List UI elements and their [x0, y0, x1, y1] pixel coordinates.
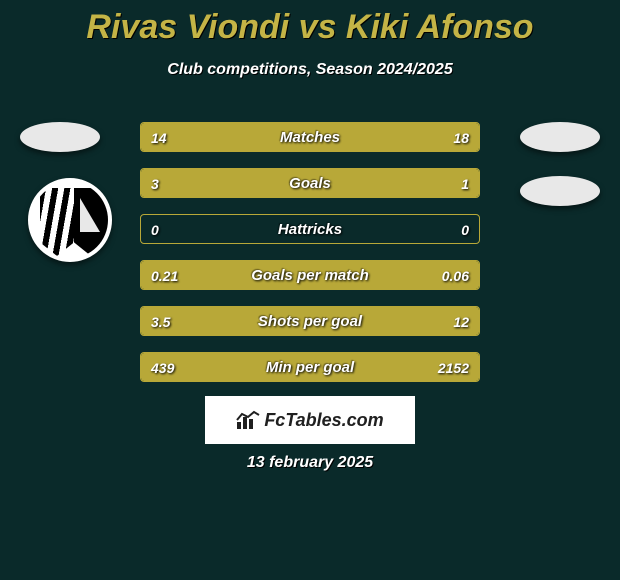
bar-fill-right [219, 307, 479, 335]
stat-row: 31Goals [140, 168, 480, 198]
stat-row: 3.512Shots per goal [140, 306, 480, 336]
player1-club-badge [28, 178, 112, 262]
player2-avatar [520, 122, 600, 152]
stat-value-right: 0 [451, 215, 479, 243]
bar-fill-right [290, 123, 479, 151]
branding-text: FcTables.com [264, 410, 383, 431]
bar-fill-left [141, 307, 219, 335]
player2-club-avatar [520, 176, 600, 206]
page-title: Rivas Viondi vs Kiki Afonso [0, 0, 620, 47]
comparison-chart: 1418Matches 31Goals 0 0Hattricks 0.210.06Goa… [140, 122, 480, 398]
date-text: 13 february 2025 [0, 454, 620, 472]
stat-row: 1418Matches [140, 122, 480, 152]
stat-row: 0.210.06Goals per match [140, 260, 480, 290]
bar-fill-left [141, 261, 405, 289]
bar-fill-left [141, 353, 198, 381]
stat-row: 0 0Hattricks [140, 214, 480, 244]
bar-fill-right [395, 169, 480, 197]
stat-label: Hattricks [141, 215, 479, 243]
bar-fill-left [141, 169, 395, 197]
subtitle: Club competitions, Season 2024/2025 [0, 61, 620, 79]
stat-row: 4392152Min per goal [140, 352, 480, 382]
bar-fill-right [405, 261, 479, 289]
stat-value-left: 0 [141, 215, 169, 243]
branding-badge: FcTables.com [205, 396, 415, 444]
bar-fill-left [141, 123, 290, 151]
bar-fill-right [198, 353, 479, 381]
chart-icon [236, 410, 260, 430]
player1-avatar [20, 122, 100, 152]
